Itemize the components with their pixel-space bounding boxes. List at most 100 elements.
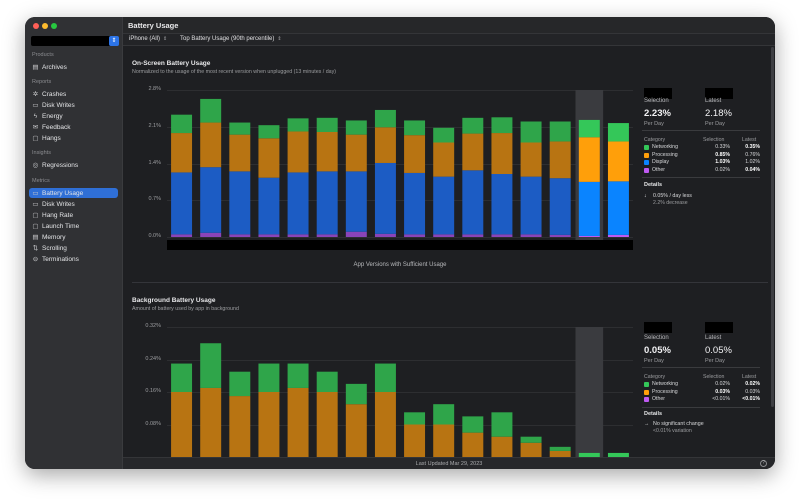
sidebar-item-scrolling[interactable]: ⇅ Scrolling	[29, 243, 118, 253]
background-bar-networking[interactable]	[200, 343, 222, 388]
onscreen-bar-networking[interactable]	[200, 98, 222, 123]
onscreen-bar-other[interactable]	[200, 232, 222, 237]
question-icon[interactable]: ?	[760, 460, 767, 467]
onscreen-bar-processing[interactable]	[171, 133, 193, 173]
background-bar-networking[interactable]	[549, 446, 571, 451]
onscreen-bar-processing[interactable]	[200, 122, 222, 168]
onscreen-bar-display[interactable]	[462, 170, 484, 235]
background-bar-processing[interactable]	[462, 432, 484, 457]
sidebar-item-disk-writes[interactable]: ▭ Disk Writes	[29, 100, 118, 110]
onscreen-bar-other[interactable]	[287, 234, 309, 237]
product-selector-chevron-icon[interactable]: ⇕	[109, 36, 119, 46]
onscreen-bar-other[interactable]	[491, 234, 513, 237]
onscreen-bar-other[interactable]	[607, 234, 629, 237]
minimize-window-button[interactable]	[42, 23, 48, 29]
product-selector[interactable]	[31, 36, 117, 46]
background-bar-processing[interactable]	[229, 396, 251, 457]
onscreen-bar-processing[interactable]	[578, 137, 600, 182]
onscreen-bar-networking[interactable]	[171, 114, 193, 134]
onscreen-bar-other[interactable]	[549, 234, 571, 237]
background-bar-networking[interactable]	[404, 412, 426, 425]
onscreen-bar-networking[interactable]	[462, 117, 484, 134]
onscreen-bar-other[interactable]	[374, 233, 396, 237]
onscreen-bar-display[interactable]	[345, 171, 367, 232]
onscreen-bar-display[interactable]	[171, 172, 193, 235]
background-bar-processing[interactable]	[520, 442, 542, 457]
selected-version-highlight[interactable]	[575, 327, 604, 457]
onscreen-bar-processing[interactable]	[374, 127, 396, 163]
sidebar-item-energy[interactable]: ϟ Energy	[29, 111, 118, 121]
metric-filter-popup[interactable]: Top Battery Usage (90th percentile) ⇕	[180, 36, 282, 42]
onscreen-bar-processing[interactable]	[607, 141, 629, 182]
onscreen-bar-other[interactable]	[171, 234, 193, 237]
onscreen-bar-other[interactable]	[578, 235, 600, 237]
sidebar-item-crashes[interactable]: ✲ Crashes	[29, 89, 118, 99]
onscreen-bar-processing[interactable]	[549, 141, 571, 179]
onscreen-bar-other[interactable]	[345, 231, 367, 237]
sidebar-item-battery-usage[interactable]: ▭ Battery Usage	[29, 188, 118, 198]
background-bar-processing[interactable]	[287, 387, 309, 457]
background-bar-networking[interactable]	[374, 363, 396, 392]
background-bar-processing[interactable]	[258, 392, 280, 457]
sidebar-item-memory[interactable]: ▤ Memory	[29, 232, 118, 242]
background-bar-processing[interactable]	[171, 392, 193, 457]
background-bar-networking[interactable]	[433, 404, 455, 425]
sidebar-item-hang-rate[interactable]: ▢ Hang Rate	[29, 210, 118, 220]
onscreen-bar-display[interactable]	[404, 172, 426, 235]
background-bar-processing[interactable]	[316, 392, 338, 457]
background-bar-networking[interactable]	[287, 363, 309, 388]
background-bar-processing[interactable]	[433, 424, 455, 458]
onscreen-bar-display[interactable]	[607, 181, 629, 235]
background-bar-networking[interactable]	[229, 371, 251, 397]
onscreen-bar-processing[interactable]	[491, 133, 513, 174]
sidebar-item-regressions[interactable]: ◎ Regressions	[29, 160, 118, 170]
onscreen-bar-networking[interactable]	[345, 120, 367, 135]
close-window-button[interactable]	[33, 23, 39, 29]
onscreen-bar-networking[interactable]	[520, 121, 542, 143]
onscreen-bar-display[interactable]	[578, 181, 600, 236]
onscreen-bar-networking[interactable]	[549, 121, 571, 142]
onscreen-bar-processing[interactable]	[433, 142, 455, 177]
background-bar-networking[interactable]	[316, 371, 338, 392]
onscreen-bar-display[interactable]	[433, 176, 455, 235]
background-bar-networking[interactable]	[258, 363, 280, 392]
onscreen-bar-processing[interactable]	[316, 132, 338, 172]
background-bar-processing[interactable]	[345, 404, 367, 457]
sidebar-item-hangs[interactable]: ▢ Hangs	[29, 133, 118, 143]
onscreen-bar-networking[interactable]	[433, 127, 455, 143]
onscreen-bar-other[interactable]	[433, 234, 455, 237]
onscreen-bar-display[interactable]	[316, 171, 338, 235]
onscreen-bar-display[interactable]	[258, 177, 280, 235]
zoom-window-button[interactable]	[51, 23, 57, 29]
onscreen-bar-processing[interactable]	[287, 131, 309, 173]
background-bar-networking[interactable]	[171, 363, 193, 392]
onscreen-bar-processing[interactable]	[462, 133, 484, 171]
background-bar-networking[interactable]	[491, 412, 513, 437]
onscreen-bar-other[interactable]	[462, 234, 484, 237]
onscreen-bar-networking[interactable]	[607, 123, 629, 142]
onscreen-bar-processing[interactable]	[258, 138, 280, 178]
sidebar-item-disk-writes[interactable]: ▭ Disk Writes	[29, 199, 118, 209]
onscreen-bar-display[interactable]	[287, 172, 309, 235]
onscreen-bar-processing[interactable]	[404, 135, 426, 173]
onscreen-bar-display[interactable]	[374, 162, 396, 234]
background-bar-processing[interactable]	[200, 387, 222, 457]
onscreen-bar-networking[interactable]	[578, 119, 600, 138]
onscreen-bar-processing[interactable]	[520, 142, 542, 177]
background-bar-networking[interactable]	[578, 452, 600, 457]
onscreen-bar-networking[interactable]	[258, 125, 280, 139]
onscreen-bar-other[interactable]	[258, 234, 280, 237]
background-bar-processing[interactable]	[374, 392, 396, 457]
device-filter-popup[interactable]: iPhone (All) ⇕	[129, 36, 168, 42]
onscreen-bar-processing[interactable]	[345, 134, 367, 172]
background-bar-processing[interactable]	[404, 424, 426, 458]
sidebar-item-archives[interactable]: ▤ Archives	[29, 62, 118, 72]
scrollbar[interactable]	[771, 47, 774, 407]
background-bar-networking[interactable]	[520, 436, 542, 443]
onscreen-bar-display[interactable]	[549, 178, 571, 235]
onscreen-bar-display[interactable]	[491, 174, 513, 235]
onscreen-bar-networking[interactable]	[287, 118, 309, 132]
background-bar-networking[interactable]	[345, 383, 367, 405]
onscreen-bar-other[interactable]	[404, 234, 426, 237]
onscreen-bar-networking[interactable]	[404, 120, 426, 136]
